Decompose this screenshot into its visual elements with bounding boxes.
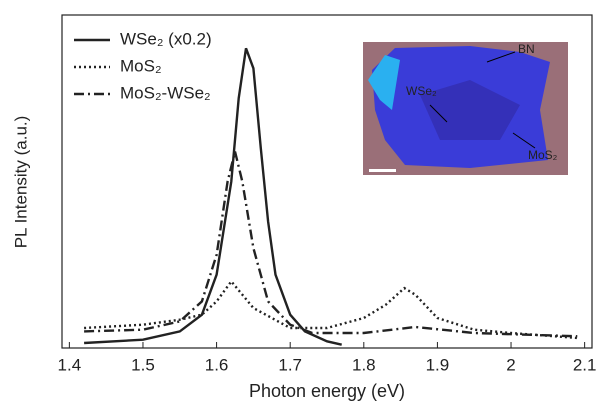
inset-flake-thick [368, 55, 400, 110]
inset: BN WSe₂ MoS₂ [363, 42, 568, 175]
x-tick-label: 1.9 [426, 355, 450, 374]
legend-label: MoS₂-WSe₂ [120, 83, 211, 102]
x-tick-label: 1.7 [278, 355, 302, 374]
series-line [84, 279, 578, 340]
series-line [84, 151, 578, 338]
x-tick-label: 1.5 [131, 355, 155, 374]
inset-scale-bar [369, 169, 396, 172]
x-tick-label: 1.6 [205, 355, 229, 374]
annotation: WSe₂ [406, 84, 437, 98]
legend-label: MoS₂ [120, 56, 162, 75]
arrow [429, 104, 448, 123]
x-tick-label: 1.4 [58, 355, 82, 374]
x-tick-label: 2 [506, 355, 515, 374]
x-axis-label: Photon energy (eV) [249, 381, 405, 401]
arrow [486, 51, 516, 63]
inset-flake-heterostructure [420, 80, 520, 140]
annotation: MoS₂ [528, 148, 558, 162]
x-tick-label: 2.1 [573, 355, 597, 374]
y-axis-label: PL Intensity (a.u.) [11, 116, 30, 249]
arrow [512, 132, 536, 149]
annotation: BN [518, 42, 535, 56]
plot-frame [61, 14, 593, 349]
series-line [84, 47, 342, 346]
x-tick-label: 1.8 [352, 355, 376, 374]
legend-label: WSe₂ (x0.2) [120, 29, 212, 48]
